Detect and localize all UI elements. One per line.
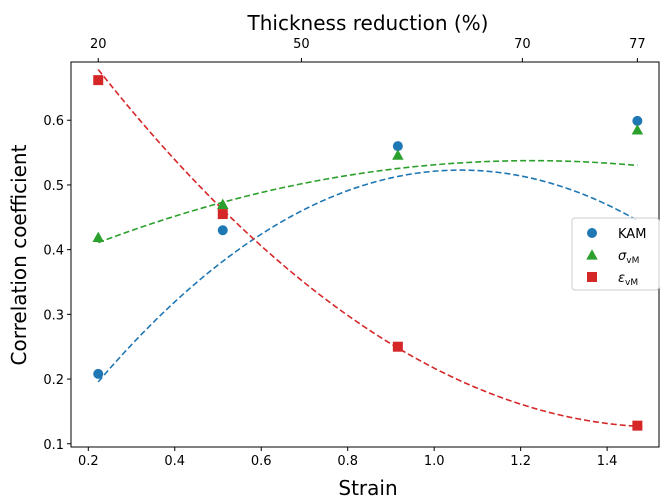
legend-marker xyxy=(586,249,598,260)
x-tick-label: 1.4 xyxy=(597,454,618,469)
top-tick-label: 70 xyxy=(514,37,531,52)
x-tick-label: 0.6 xyxy=(251,454,272,469)
top-axis-title: Thickness reduction (%) xyxy=(247,11,489,35)
data-point xyxy=(93,368,104,379)
data-point xyxy=(392,341,403,352)
y-tick-label: 0.2 xyxy=(43,373,64,388)
top-tick-label: 77 xyxy=(629,37,646,52)
legend-label: KAM xyxy=(618,227,646,242)
plot-frame xyxy=(70,61,660,448)
x-tick-label: 1.2 xyxy=(510,454,531,469)
legend-label: σvM xyxy=(618,249,639,266)
y-axis-title: Correlation coefficient xyxy=(7,144,31,365)
data-point xyxy=(93,75,104,86)
y-tick-label: 0.1 xyxy=(43,438,64,453)
y-tick-label: 0.5 xyxy=(43,179,64,194)
legend-marker xyxy=(587,272,597,282)
x-axis-title: Strain xyxy=(338,476,397,499)
legend-label: εvM xyxy=(618,271,638,288)
x-tick-label: 1.0 xyxy=(424,454,445,469)
fit-line xyxy=(97,159,638,244)
x-tick-label: 0.8 xyxy=(337,454,358,469)
data-point xyxy=(217,198,229,209)
fit-line xyxy=(97,69,638,428)
data-point xyxy=(632,115,643,126)
data-point xyxy=(217,225,228,236)
data-point xyxy=(392,141,403,152)
data-point xyxy=(92,231,104,242)
data-point xyxy=(392,149,404,160)
y-tick-label: 0.6 xyxy=(43,114,64,129)
x-tick-label: 0.2 xyxy=(78,454,99,469)
data-point xyxy=(632,420,643,431)
x-tick-label: 0.4 xyxy=(164,454,185,469)
legend-marker xyxy=(587,228,597,238)
fit-line xyxy=(97,169,638,383)
data-point xyxy=(631,124,644,135)
top-tick-label: 50 xyxy=(293,37,310,52)
data-point xyxy=(217,209,228,220)
plot-area xyxy=(92,69,644,431)
axes: 0.2 0.4 0.6 0.8 1.0 1.2 1.4 0.1 0.2 0.3 0.4 0.5 0.6 2… xyxy=(43,37,645,469)
y-tick-label: 0.4 xyxy=(43,244,64,259)
y-tick-label: 0.3 xyxy=(43,308,64,323)
legend: KAM σvM εvM xyxy=(571,217,660,291)
top-tick-label: 20 xyxy=(90,37,107,52)
